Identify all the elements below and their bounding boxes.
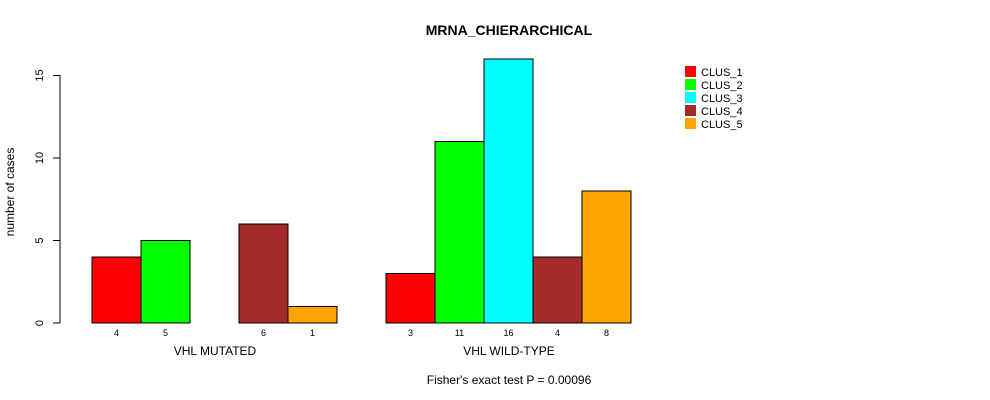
bar-clus-4-group-0 [238,223,289,324]
legend-swatch-clus-1 [685,66,696,77]
legend-swatch-clus-4 [685,105,696,116]
legend-label-clus-1: CLUS_1 [701,67,743,79]
legend-swatch-clus-5 [685,118,696,129]
group-label-vhl-mutated: VHL MUTATED [174,344,257,358]
chart-title: MRNA_CHIERARCHICAL [426,22,593,38]
bar-clus-4-group-1 [532,256,583,324]
bar-value-label: 8 [604,328,609,338]
bar-value-label: 5 [163,328,168,338]
y-axis-label: number of cases [3,148,17,237]
bar-value-label: 11 [455,328,464,338]
legend-swatch-clus-2 [685,79,696,90]
bar-value-label: 6 [261,328,266,338]
legend-label-clus-3: CLUS_3 [701,93,743,105]
legend-label-clus-4: CLUS_4 [701,106,743,118]
legend-label-clus-5: CLUS_5 [701,119,743,131]
y-tick-label-2: 10 [34,152,46,164]
bar-value-label: 4 [114,328,119,338]
bar-value-labels: 4 5 6 1 3 11 16 4 8 [114,328,609,338]
y-axis-ticks: 0 5 10 15 [34,69,60,326]
y-tick-label-1: 5 [34,237,46,243]
bar-value-label: 3 [408,328,413,338]
bar-clus-1-group-1 [385,273,436,324]
bar-value-label: 4 [555,328,560,338]
bars [91,58,632,324]
bar-clus-3-group-1 [483,58,534,324]
bar-value-label: 1 [310,328,315,338]
group-label-vhl-wild-type: VHL WILD-TYPE [463,344,555,358]
bar-clus-5-group-1 [581,190,632,324]
bar-clus-5-group-0 [287,306,338,324]
bar-value-label: 16 [503,328,513,338]
bar-clus-2-group-0 [140,240,191,324]
bar-clus-2-group-1 [434,141,485,324]
fisher-test-footer: Fisher's exact test P = 0.00096 [427,373,592,387]
bar-clus-1-group-0 [91,256,142,324]
legend-label-clus-2: CLUS_2 [701,80,743,92]
y-tick-label-3: 15 [34,69,46,81]
y-tick-label-0: 0 [34,320,46,326]
legend-swatch-clus-3 [685,92,696,103]
